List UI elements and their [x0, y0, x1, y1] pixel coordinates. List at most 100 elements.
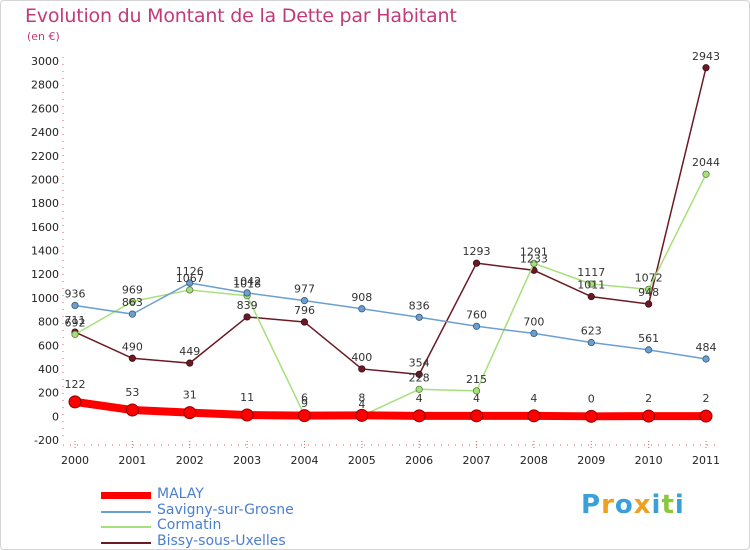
data-label-savigny-sur-grosne: 700: [523, 315, 544, 328]
logo-letter: i: [674, 490, 685, 520]
data-label-cormatin: 228: [409, 371, 430, 384]
data-point-cormatin: [71, 330, 79, 338]
data-label-malay: 4: [473, 392, 480, 405]
x-tick-label: 2004: [290, 454, 318, 467]
data-point-savigny-sur-grosne: [530, 329, 538, 338]
data-point-cormatin: [530, 259, 538, 268]
chart-title: Evolution du Montant de la Dette par Hab…: [25, 5, 457, 27]
data-point-savigny-sur-grosne: [358, 305, 366, 313]
data-point-bissy-sous-uxelles: [415, 370, 423, 378]
y-tick-label: 1200: [31, 268, 59, 281]
data-label-cormatin: 215: [466, 373, 487, 386]
y-tick-label: 600: [38, 339, 59, 352]
y-tick-label: 2800: [31, 79, 59, 92]
logo-letter: i: [651, 490, 662, 520]
data-point-savigny-sur-grosne: [472, 322, 481, 330]
data-label-cormatin: 692: [65, 316, 86, 329]
logo-letter: t: [661, 490, 675, 520]
data-label-malay: 6: [301, 392, 308, 405]
chart-axes: -200 0 200 400 600 800 1000 1200 1400 1600 1800 200…: [31, 55, 720, 467]
data-label-malay: 2: [645, 392, 652, 405]
data-point-malay: [355, 408, 369, 422]
data-point-cormatin: [587, 280, 595, 288]
y-tick-label: 1800: [31, 197, 59, 210]
data-label-malay: 8: [358, 391, 365, 404]
series-line-bissy-sous-uxelles: [74, 67, 707, 376]
data-label-malay: 31: [183, 389, 197, 402]
data-point-savigny-sur-grosne: [415, 313, 423, 321]
data-label-savigny-sur-grosne: 1042: [233, 275, 261, 288]
data-label-malay: 53: [125, 386, 139, 399]
data-point-savigny-sur-grosne: [186, 279, 194, 287]
legend-label: Cormatin: [157, 517, 222, 533]
legend-label: Savigny-sur-Grosne: [157, 501, 294, 518]
data-point-cormatin: [472, 387, 481, 395]
series-line-malay: [71, 397, 710, 421]
data-point-malay: [68, 395, 82, 409]
x-tick-label: 2000: [61, 454, 89, 467]
y-tick-label: 1400: [31, 245, 59, 258]
data-label-bissy-sous-uxelles: 1011: [577, 279, 605, 292]
series-layer: [68, 64, 713, 423]
data-label-cormatin: 4: [358, 398, 365, 411]
x-tick-label: 2003: [233, 454, 261, 467]
data-label-bissy-sous-uxelles: 354: [409, 356, 430, 369]
chart-subtitle: (en €): [27, 30, 60, 43]
data-point-bissy-sous-uxelles: [702, 64, 710, 72]
data-label-savigny-sur-grosne: 484: [696, 341, 717, 354]
logo-letter: x: [633, 490, 652, 520]
data-label-cormatin: 1117: [577, 266, 605, 279]
proxiti-logo: Proxiti: [581, 490, 685, 520]
data-label-bissy-sous-uxelles: 2943: [692, 50, 720, 63]
y-tick-label: 400: [38, 363, 59, 376]
data-label-cormatin: 1072: [635, 271, 663, 284]
x-tick-label: 2002: [176, 454, 204, 467]
data-label-savigny-sur-grosne: 561: [638, 332, 659, 345]
x-tick-label: 2006: [405, 454, 433, 467]
data-label-malay: 122: [65, 378, 86, 391]
data-point-savigny-sur-grosne: [300, 296, 309, 305]
data-point-cormatin: [415, 385, 423, 393]
y-tick-label: -200: [34, 434, 59, 447]
data-label-savigny-sur-grosne: 836: [409, 299, 430, 312]
y-tick-label: 2200: [31, 150, 59, 163]
legend-swatch: [101, 526, 151, 528]
data-label-bissy-sous-uxelles: 1293: [463, 245, 491, 258]
data-point-savigny-sur-grosne: [587, 338, 595, 347]
legend-swatch: [101, 541, 151, 544]
data-point-bissy-sous-uxelles: [358, 365, 366, 373]
data-point-malay: [699, 409, 713, 423]
data-label-savigny-sur-grosne: 760: [466, 308, 487, 321]
x-tick-label: 2008: [520, 454, 548, 467]
data-label-bissy-sous-uxelles: 1233: [520, 252, 548, 265]
data-label-cormatin: 1067: [176, 272, 204, 285]
y-tick-label: 1600: [31, 221, 59, 234]
logo-letter: o: [614, 490, 634, 520]
data-label-bissy-sous-uxelles: 400: [351, 351, 372, 364]
data-label-malay: 4: [416, 392, 423, 405]
y-tick-label: 0: [52, 410, 59, 423]
y-tick-label: 200: [38, 387, 59, 400]
data-point-bissy-sous-uxelles: [472, 259, 481, 267]
x-tick-label: 2001: [118, 454, 146, 467]
data-label-bissy-sous-uxelles: 839: [237, 299, 258, 312]
data-label-bissy-sous-uxelles: 449: [179, 345, 200, 358]
data-point-cormatin: [645, 285, 653, 293]
x-tick-label: 2005: [348, 454, 376, 467]
data-point-savigny-sur-grosne: [702, 355, 710, 363]
x-tick-label: 2011: [692, 454, 720, 467]
data-label-bissy-sous-uxelles: 796: [294, 304, 315, 317]
data-point-cormatin: [128, 297, 136, 306]
data-label-cormatin: 1291: [520, 245, 548, 258]
legend-swatch: [101, 492, 151, 499]
data-label-savigny-sur-grosne: 863: [122, 296, 143, 309]
legend-label: MALAY: [157, 486, 204, 502]
y-tick-label: 2400: [31, 126, 59, 139]
legend-label: Bissy-sous-Uxelles: [157, 532, 286, 549]
data-point-malay: [527, 409, 541, 423]
x-tick-label: 2007: [463, 454, 491, 467]
data-point-malay: [183, 406, 197, 420]
